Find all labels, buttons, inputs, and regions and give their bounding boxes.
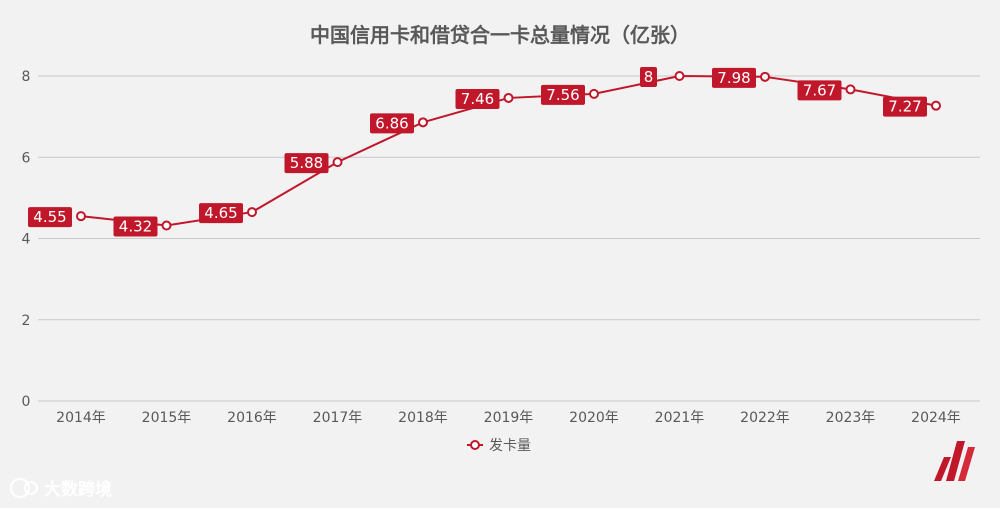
data-label-text: 7.67 <box>803 81 836 99</box>
legend-series-name: 发卡量 <box>489 438 531 454</box>
data-label-box <box>640 67 657 87</box>
legend-marker <box>470 440 480 450</box>
data-point <box>674 71 685 81</box>
data-label-text: 8 <box>644 68 654 86</box>
brand-logo-icon <box>934 441 975 481</box>
data-point <box>76 211 86 222</box>
data-label-box <box>113 216 158 237</box>
data-label-text: 4.32 <box>119 218 152 236</box>
data-label: 7.46 <box>455 88 500 109</box>
data-label: 7.56 <box>541 84 585 105</box>
data-point <box>161 220 172 231</box>
data-label-box <box>28 207 72 228</box>
legend: 发卡量 <box>467 438 531 454</box>
data-label: 7.98 <box>712 67 756 88</box>
data-label-box <box>284 153 329 174</box>
data-point <box>503 92 514 103</box>
data-label-text: 4.65 <box>204 204 237 222</box>
y-tick-label: 2 <box>22 313 31 329</box>
data-label: 5.88 <box>284 153 329 174</box>
x-tick-label: 2022年 <box>740 410 790 426</box>
data-label-box <box>370 113 414 134</box>
data-labels: 4.55 4.32 4.65 5.88 6.86 7.46 7.56 8 7.98 7.67 7.2… <box>28 67 927 237</box>
data-point <box>589 88 599 99</box>
data-label-box <box>541 84 585 105</box>
data-label-text: 6.86 <box>375 114 408 132</box>
y-tick-label: 4 <box>22 232 31 248</box>
x-tick-label: 2023年 <box>826 410 876 426</box>
data-label-box <box>797 80 842 101</box>
data-label-box <box>199 203 243 224</box>
data-label: 4.65 <box>199 203 243 224</box>
watermark-logo-icon <box>10 478 38 498</box>
gridlines <box>38 75 980 402</box>
x-tick-label: 2016年 <box>227 410 277 426</box>
data-point <box>332 157 343 168</box>
watermark: 大数跨境 <box>10 478 112 500</box>
data-point <box>931 100 941 111</box>
data-label: 6.86 <box>370 113 414 134</box>
data-label-text: 5.88 <box>290 154 323 172</box>
y-axis: 0 2 4 6 8 <box>22 69 31 410</box>
data-label: 4.32 <box>113 216 158 237</box>
data-point <box>760 71 770 82</box>
x-tick-label: 2020年 <box>569 410 619 426</box>
data-label-text: 7.27 <box>888 98 921 116</box>
data-point <box>418 117 428 128</box>
x-tick-label: 2015年 <box>142 410 192 426</box>
x-tick-label: 2019年 <box>484 410 534 426</box>
data-label: 8 <box>640 67 657 87</box>
data-label-box <box>455 88 500 109</box>
y-tick-label: 8 <box>22 69 31 85</box>
data-point <box>845 84 856 95</box>
chart-title: 中国信用卡和借贷合一卡总量情况（亿张） <box>310 23 690 47</box>
data-label: 7.27 <box>883 96 927 117</box>
x-tick-label: 2024年 <box>911 410 961 426</box>
x-tick-label: 2017年 <box>313 410 363 426</box>
watermark-text: 大数跨境 <box>44 479 112 500</box>
data-label-text: 7.98 <box>717 69 750 87</box>
x-tick-label: 2014年 <box>56 410 106 426</box>
x-tick-label: 2021年 <box>655 410 705 426</box>
data-label: 7.67 <box>797 80 842 101</box>
x-axis: 2014年 2015年 2016年 2017年 2018年 2019年 2020年 2021年… <box>56 410 961 426</box>
data-label-text: 4.55 <box>33 208 66 226</box>
data-label-box <box>883 96 927 117</box>
x-tick-label: 2018年 <box>398 410 448 426</box>
data-label-text: 7.56 <box>546 86 579 104</box>
y-tick-label: 0 <box>22 394 31 410</box>
data-label-box <box>712 67 756 88</box>
data-point <box>247 207 257 218</box>
data-points <box>76 71 941 231</box>
data-label-text: 7.46 <box>461 90 494 108</box>
y-tick-label: 6 <box>22 150 31 166</box>
data-label: 4.55 <box>28 207 72 228</box>
